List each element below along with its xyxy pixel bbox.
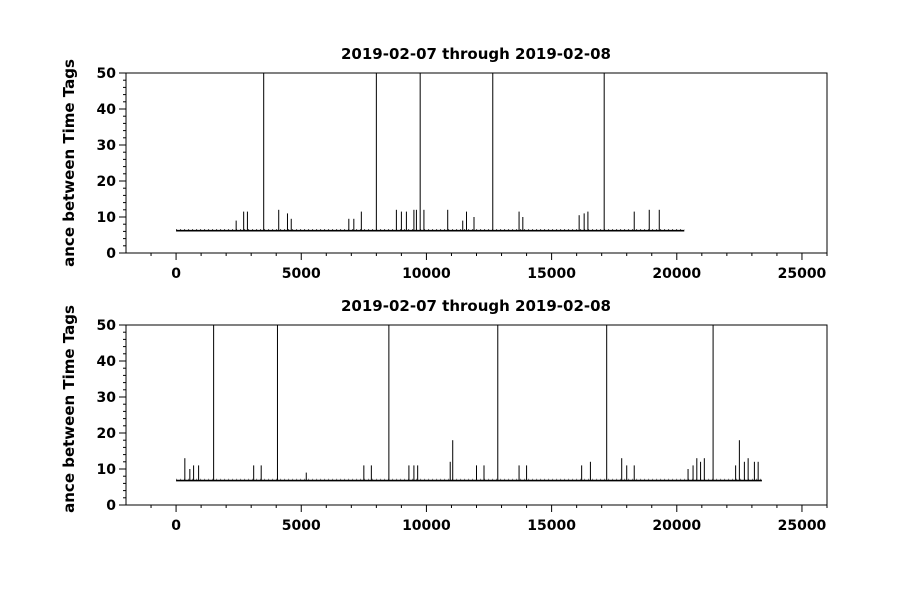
series-trace — [176, 73, 685, 232]
x-tick-label: 5000 — [282, 518, 321, 534]
y-tick-label: 20 — [97, 174, 117, 190]
x-tick-label: 20000 — [652, 518, 701, 534]
panel-bottom: 2019-02-07 through 2019-02-08 ance betwe… — [60, 297, 828, 534]
y-axis-label: ance between Time Tags — [60, 305, 78, 513]
x-tick-label: 10000 — [402, 266, 451, 282]
axis-ticks: 0 10 20 30 40 50 0 5000 10000 15000 20000 25000 — [97, 66, 828, 282]
x-tick-label: 10000 — [402, 518, 451, 534]
y-tick-label: 30 — [97, 390, 117, 406]
y-tick-label: 10 — [97, 210, 117, 226]
x-tick-label: 15000 — [527, 518, 576, 534]
chart-title: 2019-02-07 through 2019-02-08 — [341, 297, 611, 315]
x-tick-label: 20000 — [652, 266, 701, 282]
axis-ticks: 0 10 20 30 40 50 0 5000 10000 15000 20000 25000 — [97, 318, 828, 534]
y-tick-label: 0 — [106, 498, 116, 514]
chart-title: 2019-02-07 through 2019-02-08 — [341, 45, 611, 63]
x-tick-label: 5000 — [282, 266, 321, 282]
y-tick-label: 40 — [97, 102, 117, 118]
panel-top: 2019-02-07 through 2019-02-08 ance betwe… — [60, 45, 828, 282]
y-tick-label: 30 — [97, 138, 117, 154]
x-tick-label: 0 — [171, 266, 181, 282]
y-tick-label: 0 — [106, 246, 116, 262]
y-axis-label: ance between Time Tags — [60, 59, 78, 267]
plot-frame — [125, 72, 828, 254]
x-tick-label: 0 — [171, 518, 181, 534]
y-tick-label: 50 — [97, 66, 117, 82]
y-tick-label: 50 — [97, 318, 117, 334]
x-tick-label: 25000 — [778, 518, 827, 534]
x-tick-label: 25000 — [778, 266, 827, 282]
y-tick-label: 20 — [97, 426, 117, 442]
series-trace — [176, 325, 762, 482]
x-tick-label: 15000 — [527, 266, 576, 282]
y-tick-label: 10 — [97, 462, 117, 478]
y-tick-label: 40 — [97, 354, 117, 370]
